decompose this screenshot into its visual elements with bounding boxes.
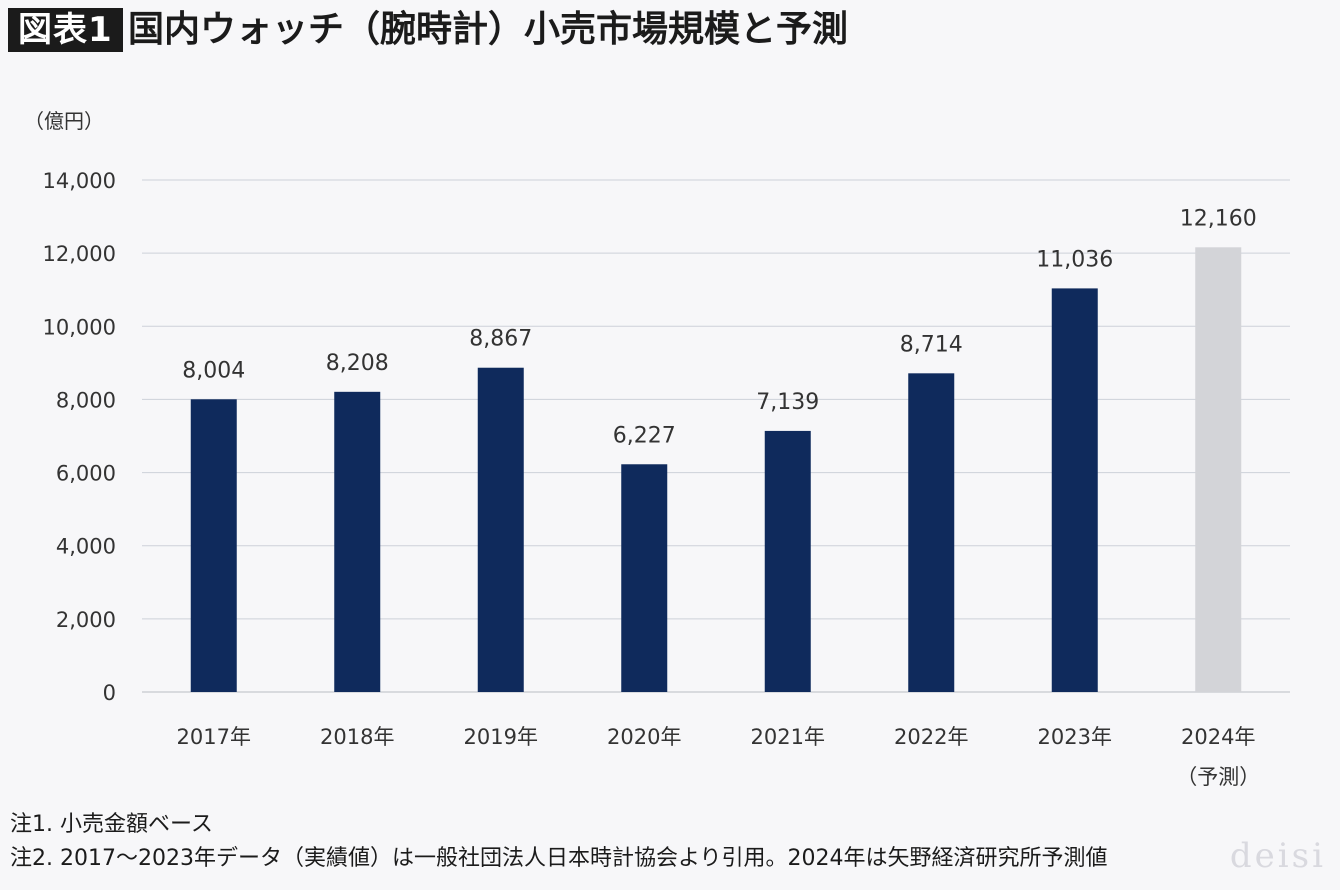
- x-tick-label: 2017年: [177, 725, 251, 749]
- y-tick-label: 8,000: [56, 388, 116, 412]
- y-tick-label: 6,000: [56, 462, 116, 486]
- y-tick-label: 10,000: [43, 315, 116, 339]
- x-tick-label: 2024年: [1181, 725, 1255, 749]
- chart-title: 国内ウォッチ（腕時計）小売市場規模と予測: [128, 9, 849, 50]
- x-tick-label: 2019年: [464, 725, 538, 749]
- bar: [190, 399, 237, 692]
- data-label: 8,867: [469, 327, 532, 352]
- note-2: 注2. 2017～2023年データ（実績値）は一般社団法人日本時計協会より引用。…: [10, 846, 1108, 871]
- data-label: 8,208: [326, 351, 389, 376]
- data-label: 7,139: [756, 390, 819, 415]
- y-tick-label: 4,000: [56, 535, 116, 559]
- data-label: 12,160: [1180, 206, 1257, 231]
- notes: 注1. 小売金額ベース 注2. 2017～2023年データ（実績値）は一般社団法…: [10, 808, 1108, 876]
- bar: [908, 373, 955, 692]
- y-tick-label: 12,000: [43, 242, 116, 266]
- bar: [1195, 247, 1242, 692]
- data-label: 8,004: [182, 358, 245, 383]
- figure-badge: 図表1: [8, 8, 123, 52]
- x-tick-label: 2021年: [751, 725, 825, 749]
- x-tick-label: 2020年: [607, 725, 681, 749]
- x-tick-label: 2023年: [1038, 725, 1112, 749]
- bar: [621, 464, 668, 692]
- bar: [1051, 288, 1098, 692]
- watermark: deisi: [1229, 836, 1326, 876]
- y-tick-label: 14,000: [43, 169, 116, 193]
- data-label: 11,036: [1036, 247, 1113, 272]
- x-tick-label: 2018年: [320, 725, 394, 749]
- data-label: 6,227: [613, 423, 676, 448]
- x-tick-label: 2022年: [894, 725, 968, 749]
- bar: [334, 391, 381, 692]
- bar: [477, 367, 524, 692]
- y-tick-label: 2,000: [56, 608, 116, 632]
- y-axis-label: （億円）: [24, 109, 104, 133]
- bar: [764, 430, 811, 692]
- note-1: 注1. 小売金額ベース: [10, 812, 213, 837]
- data-label: 8,714: [900, 332, 963, 357]
- y-tick-label: 0: [103, 681, 116, 705]
- x-tick-sublabel: （予測）: [1176, 765, 1260, 789]
- header: 図表1 国内ウォッチ（腕時計）小売市場規模と予測: [0, 0, 1340, 60]
